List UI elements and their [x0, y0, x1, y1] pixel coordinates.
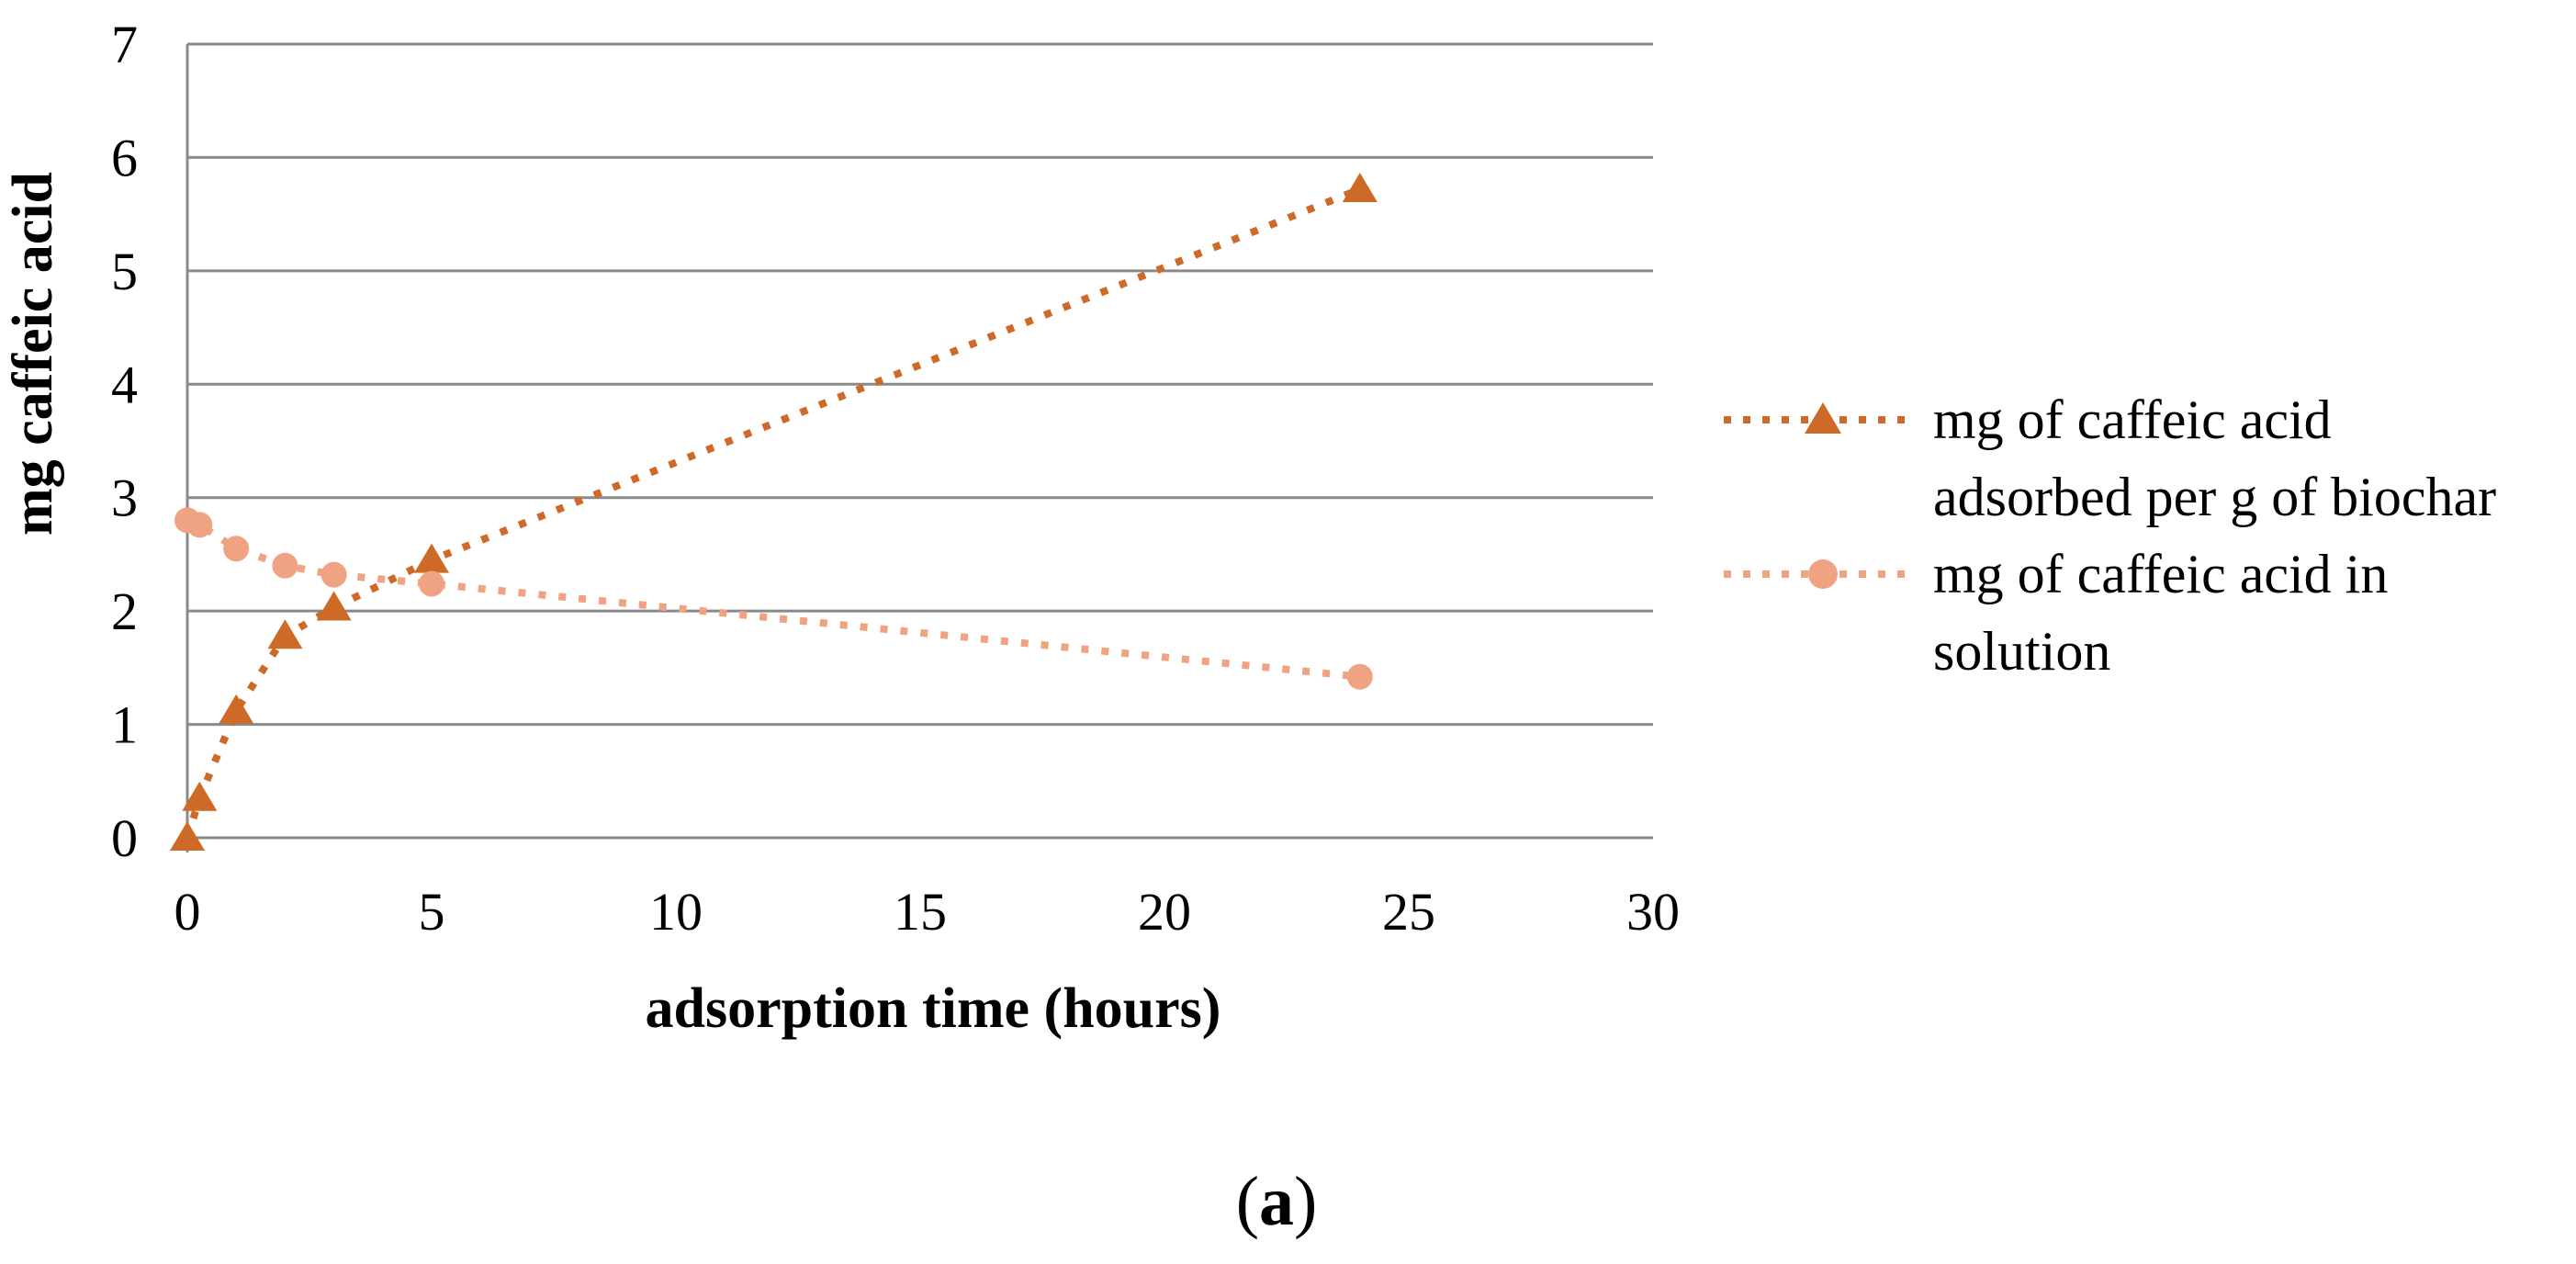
triangle-marker	[414, 543, 449, 573]
legend-marker-circle-icon	[1724, 559, 1905, 589]
caption-letter: a	[1259, 1163, 1294, 1240]
legend-label-line: mg of caffeic acid	[1933, 389, 2332, 450]
x-axis-title: adsorption time (hours)	[645, 977, 1221, 1040]
legend-label-line: adsorbed per g of biochar	[1933, 467, 2497, 527]
triangle-marker	[316, 591, 352, 621]
triangle-marker	[219, 694, 254, 724]
circle-marker	[186, 512, 213, 538]
y-tick-label: 4	[111, 355, 138, 414]
triangle-marker	[182, 781, 218, 811]
legend-entry-adsorbed: mg of caffeic acid adsorbed per g of bio…	[1720, 381, 2574, 536]
caption-open: (	[1235, 1163, 1259, 1240]
x-tick-label: 15	[894, 882, 947, 942]
y-tick-label: 7	[111, 15, 138, 74]
circle-marker	[272, 552, 298, 579]
circle-marker	[223, 536, 250, 562]
y-tick-label: 3	[111, 468, 138, 528]
y-tick-label: 1	[111, 695, 138, 755]
series-line-triangle	[184, 186, 1362, 840]
circle-marker	[321, 561, 347, 588]
legend: mg of caffeic acid adsorbed per g of bio…	[1720, 381, 2574, 690]
x-tick-label: 0	[174, 882, 201, 942]
panel-caption: (a)	[0, 1156, 2553, 1247]
x-tick-label: 25	[1382, 882, 1435, 942]
y-tick-label: 0	[111, 808, 138, 868]
circle-marker	[1346, 663, 1373, 690]
y-tick-label: 6	[111, 128, 138, 187]
x-tick-label: 20	[1138, 882, 1191, 942]
x-tick-label: 5	[419, 882, 445, 942]
legend-label-adsorbed: mg of caffeic acid adsorbed per g of bio…	[1933, 381, 2496, 536]
circle-marker	[419, 570, 444, 597]
x-tick-label: 30	[1626, 882, 1680, 942]
y-tick-label: 5	[111, 242, 138, 301]
caption-close: )	[1294, 1163, 1318, 1240]
triangle-marker	[1342, 172, 1378, 202]
triangle-marker	[267, 619, 303, 649]
legend-marker-triangle-icon	[1724, 402, 1905, 434]
triangle-marker-icon	[1805, 402, 1841, 434]
legend-label-line: solution	[1933, 621, 2111, 682]
legend-entry-solution: mg of caffeic acid in solution	[1720, 536, 2574, 690]
y-axis-title: mg caffeic acid	[2, 172, 64, 536]
x-tick-label: 10	[649, 882, 703, 942]
legend-label-solution: mg of caffeic acid in solution	[1933, 536, 2388, 690]
series-line-circle	[186, 516, 1361, 681]
legend-label-line: mg of caffeic acid in	[1933, 544, 2389, 604]
triangle-marker	[170, 821, 205, 851]
y-tick-label: 2	[111, 581, 138, 641]
circle-marker-icon	[1808, 559, 1838, 589]
